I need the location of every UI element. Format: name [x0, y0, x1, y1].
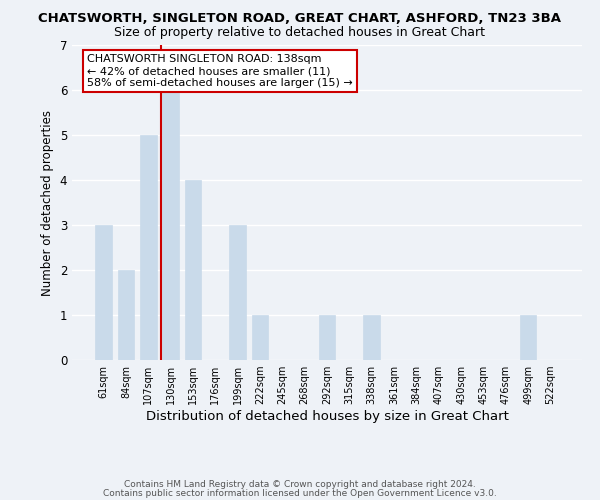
Bar — [185, 180, 202, 360]
Text: Size of property relative to detached houses in Great Chart: Size of property relative to detached ho… — [115, 26, 485, 39]
Bar — [140, 135, 157, 360]
Bar — [118, 270, 134, 360]
Text: CHATSWORTH, SINGLETON ROAD, GREAT CHART, ASHFORD, TN23 3BA: CHATSWORTH, SINGLETON ROAD, GREAT CHART,… — [38, 12, 562, 26]
Bar — [520, 315, 536, 360]
Y-axis label: Number of detached properties: Number of detached properties — [41, 110, 54, 296]
Bar — [251, 315, 268, 360]
X-axis label: Distribution of detached houses by size in Great Chart: Distribution of detached houses by size … — [146, 410, 508, 423]
Text: CHATSWORTH SINGLETON ROAD: 138sqm
← 42% of detached houses are smaller (11)
58% : CHATSWORTH SINGLETON ROAD: 138sqm ← 42% … — [88, 54, 353, 88]
Bar — [319, 315, 335, 360]
Bar — [364, 315, 380, 360]
Bar — [229, 225, 246, 360]
Bar — [95, 225, 112, 360]
Text: Contains HM Land Registry data © Crown copyright and database right 2024.: Contains HM Land Registry data © Crown c… — [124, 480, 476, 489]
Text: Contains public sector information licensed under the Open Government Licence v3: Contains public sector information licen… — [103, 488, 497, 498]
Bar — [162, 90, 179, 360]
